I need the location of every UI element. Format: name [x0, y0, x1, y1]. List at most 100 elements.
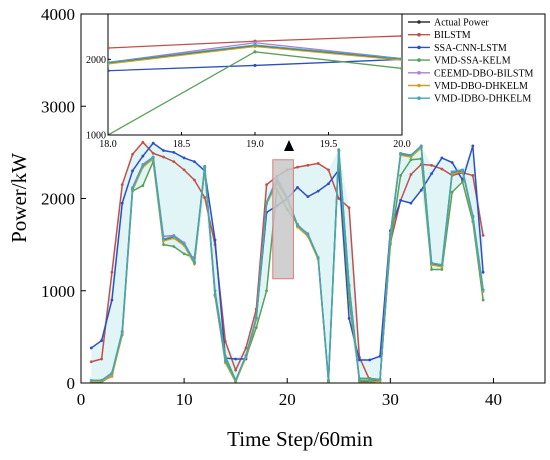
data-point-vmd-ssa-kelm: [162, 243, 165, 247]
legend-label-vmd-ssa-kelm: VMD-SSA-KELM: [434, 56, 511, 67]
data-point-ssa-cnn-lstm: [141, 154, 145, 158]
inset-point-bilstm: [108, 46, 110, 50]
data-point-bilstm: [203, 196, 207, 199]
data-point-vmd-idbo-dhkelm: [203, 164, 207, 168]
data-point-ssa-cnn-lstm: [378, 354, 382, 358]
data-point-vmd-ssa-kelm: [409, 158, 413, 162]
inset-point-bilstm: [400, 34, 402, 38]
data-point-ssa-cnn-lstm: [471, 144, 475, 148]
data-point-bilstm: [430, 163, 433, 167]
data-point-ssa-cnn-lstm: [296, 186, 299, 189]
data-point-ssa-cnn-lstm: [172, 150, 176, 154]
data-point-vmd-idbo-dhkelm: [327, 378, 330, 382]
data-point-bilstm: [141, 140, 145, 144]
x-tick-label: 30: [382, 390, 399, 409]
data-point-vmd-idbo-dhkelm: [409, 153, 413, 157]
inset-point-ssa-cnn-lstm: [108, 69, 110, 73]
data-point-vmd-idbo-dhkelm: [296, 223, 299, 227]
data-point-ssa-cnn-lstm: [162, 149, 165, 152]
main-axes: 0 10 20 30 40 0 1000 2000 3000 4000: [41, 5, 546, 409]
data-point-ssa-cnn-lstm: [368, 358, 372, 362]
y-tick-label: 3000: [41, 97, 75, 116]
inset-x-tick-label: 19.5: [320, 139, 338, 150]
inset-lines: [108, 34, 402, 135]
data-point-ssa-cnn-lstm: [131, 169, 134, 173]
data-point-vmd-ssa-kelm: [172, 245, 176, 248]
data-point-vmd-ssa-kelm: [450, 190, 454, 194]
legend-marker-vmd-idbo-dhkelm: [417, 96, 421, 100]
x-tick-label: 0: [77, 390, 86, 409]
data-point-ssa-cnn-lstm: [430, 172, 433, 175]
data-point-vmd-ssa-kelm: [265, 289, 268, 293]
data-point-vmd-idbo-dhkelm: [223, 359, 227, 363]
data-point-vmd-idbo-dhkelm: [306, 233, 310, 236]
legend-label-ceemd-dbo-bilstm: CEEMD-DBO-BILSTM: [434, 68, 534, 79]
data-point-ssa-cnn-lstm: [481, 270, 485, 274]
inset-y-tick-label: 1000: [86, 131, 106, 142]
data-point-bilstm: [234, 368, 238, 372]
inset-point-vmd-ssa-kelm: [400, 66, 402, 71]
data-point-bilstm: [89, 360, 93, 364]
data-point-ssa-cnn-lstm: [327, 182, 330, 186]
data-point-ssa-cnn-lstm: [399, 198, 403, 202]
y-tick-label: 4000: [41, 5, 75, 24]
data-point-vmd-idbo-dhkelm: [213, 293, 217, 296]
data-point-vmd-idbo-dhkelm: [378, 377, 382, 381]
data-point-ssa-cnn-lstm: [120, 201, 124, 205]
inset-frame: [107, 13, 403, 136]
data-point-vmd-ssa-kelm: [440, 268, 444, 271]
data-point-vmd-idbo-dhkelm: [193, 260, 196, 264]
x-axis-title: Time Step/60min: [227, 427, 373, 451]
data-point-bilstm: [265, 183, 268, 187]
data-point-vmd-idbo-dhkelm: [337, 148, 341, 152]
zoom-region-box: [272, 159, 294, 280]
inset-point-vmd-idbo-dhkelm: [253, 43, 257, 47]
data-point-bilstm: [327, 168, 330, 172]
data-point-bilstm: [347, 206, 351, 210]
data-point-ssa-cnn-lstm: [347, 317, 351, 320]
data-point-bilstm: [182, 168, 186, 172]
data-point-ssa-cnn-lstm: [213, 238, 217, 242]
data-point-vmd-idbo-dhkelm: [162, 237, 165, 241]
data-point-vmd-idbo-dhkelm: [430, 261, 433, 265]
data-point-bilstm: [244, 346, 248, 350]
inset-point-ssa-cnn-lstm: [253, 63, 257, 68]
inset-chart: 18.0 18.5 19.0 19.5 20.0 1000 2000: [86, 13, 411, 150]
data-point-vmd-idbo-dhkelm: [388, 233, 392, 236]
data-point-bilstm: [296, 165, 299, 169]
data-point-bilstm: [172, 160, 176, 164]
x-tick-label: 10: [176, 390, 193, 409]
x-tick-label: 20: [279, 390, 296, 409]
data-point-vmd-idbo-dhkelm: [471, 214, 475, 218]
data-point-vmd-idbo-dhkelm: [172, 234, 176, 238]
data-point-ssa-cnn-lstm: [316, 189, 320, 193]
data-point-vmd-ssa-kelm: [182, 252, 186, 256]
data-point-bilstm: [306, 163, 310, 167]
y-tick-label: 2000: [41, 190, 75, 209]
data-point-vmd-idbo-dhkelm: [151, 155, 155, 159]
y-axis-title: Power/kW: [7, 153, 31, 243]
data-point-ssa-cnn-lstm: [358, 358, 361, 362]
data-point-bilstm: [162, 155, 165, 159]
inset-point-vmd-idbo-dhkelm: [108, 60, 110, 64]
data-point-vmd-idbo-dhkelm: [100, 378, 104, 382]
data-point-vmd-ssa-kelm: [461, 180, 464, 184]
inset-x-tick-label: 19.0: [246, 139, 264, 150]
data-point-ssa-cnn-lstm: [306, 195, 310, 199]
data-point-vmd-idbo-dhkelm: [182, 242, 186, 246]
data-point-vmd-idbo-dhkelm: [347, 283, 351, 287]
zoom-highlight-layer: [272, 140, 294, 280]
data-point-bilstm: [481, 234, 485, 237]
data-point-ssa-cnn-lstm: [450, 161, 454, 164]
data-point-vmd-idbo-dhkelm: [254, 316, 258, 319]
data-point-vmd-idbo-dhkelm: [368, 378, 372, 382]
shaded-band-layer: [91, 142, 484, 383]
data-point-vmd-idbo-dhkelm: [440, 263, 444, 267]
legend-label-actual-power: Actual Power: [434, 18, 489, 29]
data-point-vmd-idbo-dhkelm: [399, 151, 403, 155]
data-point-vmd-idbo-dhkelm: [244, 353, 248, 357]
data-point-bilstm: [100, 357, 104, 361]
data-point-vmd-idbo-dhkelm: [461, 168, 464, 172]
